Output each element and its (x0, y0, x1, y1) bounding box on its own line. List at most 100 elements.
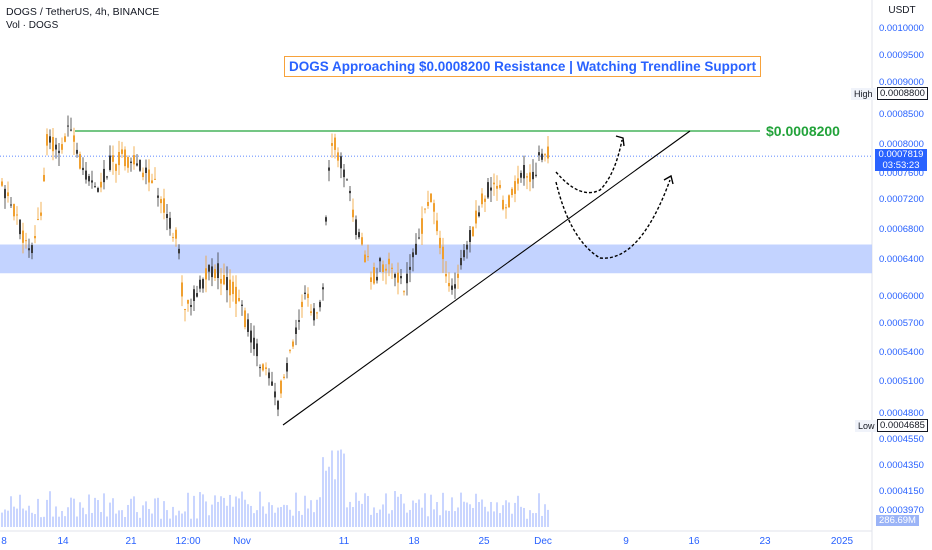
volume-bar (337, 450, 339, 527)
y-tick-label: 0.0006800 (879, 224, 924, 235)
y-tick-label: 0.0004550 (879, 434, 924, 445)
volume-bar (181, 513, 183, 527)
candle-body (226, 277, 228, 291)
candle-body (253, 337, 255, 350)
volume-bar (253, 513, 255, 527)
volume-bar (484, 506, 486, 527)
current-price: 0.0007819 (878, 149, 924, 160)
volume-bar (505, 500, 507, 527)
candle-body (73, 135, 75, 142)
y-tick-label: 0.0008000 (879, 139, 924, 150)
volume-bar (112, 498, 114, 527)
volume-bar (397, 496, 399, 527)
volume-bar (481, 499, 483, 527)
x-tick-label: 14 (57, 536, 69, 547)
candle-body (484, 198, 486, 202)
candle-body (235, 286, 237, 304)
candle-body (364, 254, 366, 263)
volume-bar (127, 504, 129, 527)
candle-body (205, 268, 207, 280)
high-value: 0.0008800 (877, 87, 928, 100)
volume-bar (373, 507, 375, 527)
candle-body (85, 170, 87, 180)
volume-bar (91, 512, 93, 527)
volume-bar (547, 509, 549, 527)
volume-bar (16, 508, 18, 527)
volume-bar (175, 515, 177, 527)
y-tick-label: 0.0004800 (879, 408, 924, 419)
volume-bar (67, 507, 69, 527)
candle-body (106, 176, 108, 178)
candle-body (193, 289, 195, 301)
candle-body (307, 293, 309, 298)
volume-bar (331, 450, 333, 527)
candle-body (409, 266, 411, 270)
symbol-title: DOGS / TetherUS, 4h, BINANCE (6, 6, 160, 18)
projection-arrow-low (555, 179, 671, 259)
candle-body (463, 250, 465, 258)
volume-bar (529, 510, 531, 527)
candle-body (367, 256, 369, 258)
y-tick-label: 0.0009000 (879, 77, 924, 88)
volume-bar (1, 512, 3, 527)
candle-body (187, 299, 189, 304)
candle-body (319, 301, 321, 308)
volume-bar (448, 510, 450, 527)
volume-bar (400, 494, 402, 527)
candle-body (79, 153, 81, 169)
candle-body (40, 212, 42, 216)
candle-body (415, 243, 417, 255)
candle-body (217, 263, 219, 278)
volume-bar (319, 497, 321, 527)
volume-bar (526, 518, 528, 527)
candle-body (382, 264, 384, 272)
candle-body (454, 284, 456, 289)
y-tick-label: 0.0005100 (879, 376, 924, 387)
volume-bar (280, 507, 282, 527)
volume-bar (151, 513, 153, 527)
y-tick-label: 0.0004350 (879, 460, 924, 471)
candle-body (301, 301, 303, 307)
volume-bar (502, 505, 504, 527)
candle-body (523, 164, 525, 179)
volume-bar (499, 513, 501, 527)
current-price-box: 0.0007819 03:53:23 (875, 149, 927, 171)
candle-body (133, 155, 135, 165)
volume-bar (58, 516, 60, 527)
volume-bar (238, 498, 240, 527)
volume-bar (130, 498, 132, 527)
candle-body (421, 218, 423, 234)
volume-bar (460, 492, 462, 527)
volume-bar (430, 494, 432, 527)
volume-bar (487, 511, 489, 527)
candle-body (352, 209, 354, 218)
candle-body (544, 154, 546, 156)
candle-body (505, 207, 507, 209)
candle-body (298, 320, 300, 322)
candle-body (16, 214, 18, 216)
currency-selector[interactable]: USDT (888, 4, 916, 16)
volume-bar (472, 507, 474, 527)
candle-body (88, 176, 90, 182)
candle-body (286, 363, 288, 372)
candle-body (10, 204, 12, 206)
volume-bar (427, 516, 429, 527)
arrowhead-low (663, 174, 674, 185)
volume-bar (349, 501, 351, 527)
y-tick-label: 0.0007600 (879, 168, 924, 179)
candle-body (28, 248, 30, 251)
candle-body (322, 287, 324, 290)
volume-bar (514, 502, 516, 527)
volume-bar (544, 504, 546, 527)
candle-body (376, 276, 378, 281)
y-tick-label: 0.0003970 (879, 505, 924, 516)
volume-bar (358, 500, 360, 527)
volume-bar (190, 518, 192, 527)
volume-bar (187, 492, 189, 527)
candle-body (223, 274, 225, 285)
candle-body (406, 273, 408, 284)
volume-bar (202, 494, 204, 527)
volume-bar (232, 506, 234, 527)
candle-body (58, 150, 60, 154)
